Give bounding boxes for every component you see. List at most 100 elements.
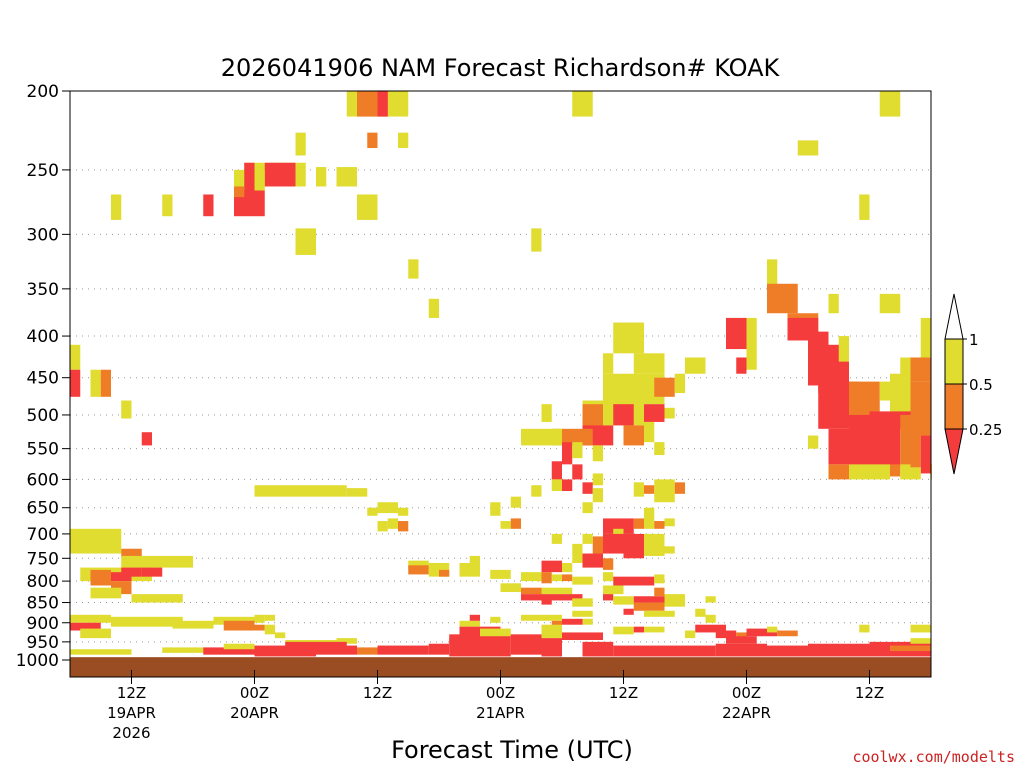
heatmap-cell bbox=[613, 322, 644, 354]
heatmap-cell bbox=[767, 645, 808, 657]
colorbar-legend: 1 0.5 0.25 bbox=[944, 293, 1002, 475]
heatmap-cell bbox=[654, 377, 675, 397]
heatmap-cell bbox=[172, 620, 214, 629]
heatmap-cell bbox=[592, 445, 603, 462]
heatmap-cell bbox=[521, 587, 542, 595]
heatmap-cell bbox=[541, 638, 562, 657]
heatmap-cell bbox=[664, 407, 675, 419]
heatmap-cell bbox=[808, 643, 870, 657]
heatmap-cell bbox=[623, 608, 634, 615]
heatmap-cell bbox=[592, 473, 603, 486]
heatmap-cell bbox=[90, 569, 111, 586]
heatmap-cell bbox=[377, 502, 398, 514]
heatmap-cell bbox=[357, 647, 378, 655]
heatmap-cell bbox=[398, 507, 409, 516]
heatmap-cell bbox=[654, 521, 665, 529]
heatmap-cell bbox=[254, 645, 316, 657]
heatmap-cell bbox=[295, 132, 306, 156]
heatmap-cell bbox=[644, 533, 665, 556]
heatmap-cell bbox=[408, 565, 429, 575]
colorbar-label: 0.25 bbox=[969, 421, 1002, 439]
x-tick-time: 12Z bbox=[609, 684, 638, 702]
colorbar-segment bbox=[944, 383, 964, 430]
x-tick-date: 22APR bbox=[722, 704, 771, 722]
heatmap-cell bbox=[838, 336, 849, 362]
credit-text[interactable]: coolwx.com/modelts bbox=[852, 748, 1015, 766]
heatmap-cell bbox=[70, 622, 101, 631]
heatmap-cell bbox=[705, 596, 716, 603]
heatmap-cell bbox=[490, 569, 511, 579]
heatmap-cells bbox=[70, 91, 932, 657]
heatmap-cell bbox=[80, 628, 111, 639]
heatmap-cell bbox=[879, 91, 901, 117]
heatmap-cell bbox=[254, 624, 265, 631]
heatmap-cell bbox=[633, 626, 644, 633]
x-tick-date: 19APR bbox=[107, 704, 156, 722]
heatmap-cell bbox=[90, 587, 122, 599]
heatmap-cell bbox=[613, 596, 634, 605]
y-tick-label: 850 bbox=[27, 594, 59, 614]
heatmap-cell bbox=[890, 373, 911, 415]
heatmap-cell bbox=[428, 643, 450, 655]
heatmap-cell bbox=[131, 594, 183, 603]
heatmap-cell bbox=[613, 626, 634, 635]
heatmap-cell bbox=[736, 632, 747, 641]
heatmap-cell bbox=[387, 518, 398, 529]
heatmap-cell bbox=[582, 502, 593, 514]
heatmap-cell bbox=[121, 400, 132, 419]
heatmap-cell bbox=[562, 618, 583, 625]
y-axis: 200 250 300 350 400 450 500 550 600 650 700 750 8008… bbox=[16, 82, 70, 671]
heatmap-cell bbox=[562, 632, 603, 641]
heatmap-cell bbox=[623, 425, 644, 446]
heatmap-cell bbox=[562, 442, 573, 465]
heatmap-cell bbox=[70, 369, 81, 397]
x-tick-year: 2026 bbox=[112, 724, 150, 742]
y-tick-label: 800 bbox=[27, 572, 59, 592]
heatmap-cell bbox=[449, 634, 511, 657]
heatmap-cell bbox=[244, 162, 255, 198]
ground-layer bbox=[70, 657, 931, 677]
heatmap-cell bbox=[162, 194, 173, 217]
y-tick-label: 450 bbox=[27, 369, 59, 389]
heatmap-cell bbox=[644, 610, 675, 617]
heatmap-cell bbox=[890, 464, 901, 477]
heatmap-cell bbox=[264, 162, 296, 187]
heatmap-cell bbox=[613, 645, 665, 657]
x-tick-time: 00Z bbox=[240, 684, 269, 702]
heatmap-cell bbox=[603, 594, 614, 601]
heatmap-cell bbox=[920, 317, 931, 358]
heatmap-cell bbox=[654, 442, 665, 456]
heatmap-cell bbox=[70, 649, 132, 655]
heatmap-cell bbox=[510, 518, 521, 529]
heatmap-cell bbox=[223, 620, 255, 631]
y-tick-label: 350 bbox=[27, 280, 59, 300]
heatmap-cell bbox=[562, 574, 573, 582]
heatmap-cell bbox=[582, 641, 614, 657]
heatmap-cell bbox=[777, 630, 798, 637]
heatmap-cell bbox=[141, 567, 163, 577]
heatmap-cell bbox=[469, 614, 480, 621]
heatmap-cell bbox=[562, 479, 573, 491]
heatmap-cell bbox=[746, 317, 757, 370]
colorbar-segment bbox=[944, 338, 964, 385]
heatmap-cell bbox=[377, 645, 429, 655]
x-tick-time: 00Z bbox=[486, 684, 515, 702]
heatmap-cell bbox=[695, 624, 726, 633]
heatmap-cell bbox=[551, 533, 562, 544]
heatmap-cell bbox=[910, 467, 921, 480]
heatmap-cell bbox=[521, 428, 562, 446]
heatmap-cell bbox=[664, 546, 675, 554]
heatmap-cell bbox=[613, 576, 655, 586]
heatmap-cell bbox=[767, 626, 778, 633]
heatmap-cell bbox=[572, 610, 593, 617]
heatmap-cell bbox=[121, 567, 142, 577]
heatmap-cell bbox=[111, 194, 122, 220]
heatmap-cell bbox=[203, 194, 214, 217]
heatmap-cell bbox=[603, 585, 624, 595]
heatmap-cell bbox=[910, 638, 931, 644]
heatmap-cell bbox=[541, 587, 573, 595]
heatmap-cell bbox=[459, 562, 480, 577]
heatmap-cell bbox=[336, 167, 357, 187]
colorbar-label: 0.5 bbox=[969, 376, 993, 394]
heatmap-cell bbox=[459, 620, 480, 627]
